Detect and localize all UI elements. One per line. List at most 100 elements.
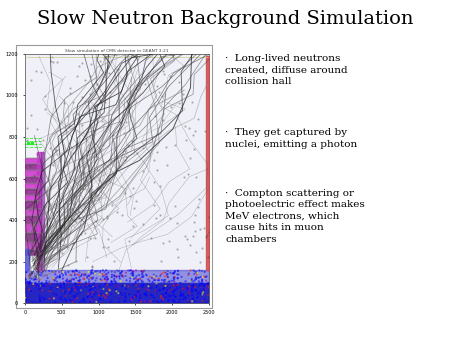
- Point: [63, 113, 71, 118]
- Point: [101, 269, 108, 275]
- Point: [116, 273, 123, 278]
- Point: [146, 285, 153, 290]
- Point: [85, 280, 92, 286]
- Point: [114, 284, 122, 289]
- Point: [193, 270, 200, 275]
- Point: [162, 277, 169, 282]
- Point: [69, 299, 76, 305]
- Point: [199, 281, 207, 286]
- Point: [56, 273, 63, 278]
- Point: [97, 277, 104, 282]
- Point: [174, 275, 181, 281]
- Point: [78, 298, 86, 304]
- Point: [73, 268, 81, 274]
- Point: [50, 291, 57, 296]
- Point: [109, 132, 117, 138]
- Point: [190, 219, 198, 224]
- Point: [66, 296, 73, 301]
- Point: [103, 290, 110, 296]
- Point: [36, 208, 43, 213]
- Point: [153, 273, 160, 279]
- Point: [88, 275, 95, 280]
- Point: [170, 271, 177, 276]
- Point: [161, 280, 168, 285]
- Point: [145, 300, 152, 305]
- Point: [204, 282, 211, 287]
- Point: [65, 287, 72, 292]
- Point: [27, 280, 34, 285]
- Point: [102, 282, 109, 287]
- Point: [169, 289, 176, 294]
- Point: [133, 278, 140, 284]
- Point: [86, 286, 94, 292]
- Point: [43, 273, 50, 278]
- Point: [108, 272, 116, 277]
- Point: [30, 230, 37, 235]
- Point: [33, 127, 40, 132]
- Point: [161, 270, 168, 275]
- Point: [90, 284, 97, 289]
- Point: [128, 298, 135, 304]
- Point: [84, 273, 91, 279]
- Point: [156, 287, 163, 292]
- Point: [52, 276, 59, 281]
- Point: [40, 137, 47, 143]
- Point: [158, 272, 165, 277]
- Point: [50, 277, 57, 282]
- Point: [141, 291, 148, 297]
- Point: [90, 275, 97, 280]
- Point: [64, 245, 71, 250]
- Point: [80, 276, 87, 281]
- Point: [30, 173, 37, 179]
- Point: [31, 298, 38, 304]
- Point: [44, 275, 51, 281]
- Point: [189, 132, 196, 138]
- Point: [117, 293, 124, 298]
- Point: [28, 280, 35, 286]
- Point: [186, 155, 194, 160]
- Point: [103, 294, 110, 300]
- Point: [85, 273, 92, 278]
- Point: [180, 292, 187, 297]
- Point: [86, 273, 93, 278]
- Point: [178, 274, 185, 280]
- Point: [125, 143, 132, 148]
- Point: [122, 270, 130, 275]
- Point: [113, 274, 120, 279]
- Point: [46, 287, 54, 293]
- Point: [161, 285, 168, 290]
- Point: [198, 245, 206, 250]
- Point: [83, 255, 90, 260]
- Point: [198, 278, 206, 283]
- Point: [160, 277, 167, 283]
- Point: [164, 287, 171, 293]
- Point: [180, 282, 188, 288]
- Point: [150, 276, 158, 281]
- Point: [130, 186, 137, 191]
- Point: [54, 59, 61, 64]
- Point: [92, 278, 99, 283]
- Point: [202, 128, 209, 133]
- Point: [192, 249, 199, 255]
- Point: [162, 283, 170, 288]
- Point: [27, 288, 35, 294]
- Point: [94, 82, 101, 87]
- Point: [135, 287, 142, 293]
- Point: [52, 272, 59, 277]
- Point: [52, 300, 59, 305]
- Point: [166, 215, 174, 221]
- Point: [35, 289, 42, 295]
- Point: [191, 300, 198, 305]
- Point: [184, 171, 192, 177]
- Point: [59, 273, 67, 278]
- Point: [194, 291, 202, 297]
- Point: [126, 279, 134, 284]
- Point: [90, 271, 97, 276]
- Point: [150, 278, 158, 283]
- Point: [137, 299, 144, 304]
- Point: [97, 297, 104, 302]
- Point: [40, 297, 48, 302]
- Point: [91, 285, 98, 290]
- Point: [196, 226, 203, 231]
- Point: [69, 287, 76, 293]
